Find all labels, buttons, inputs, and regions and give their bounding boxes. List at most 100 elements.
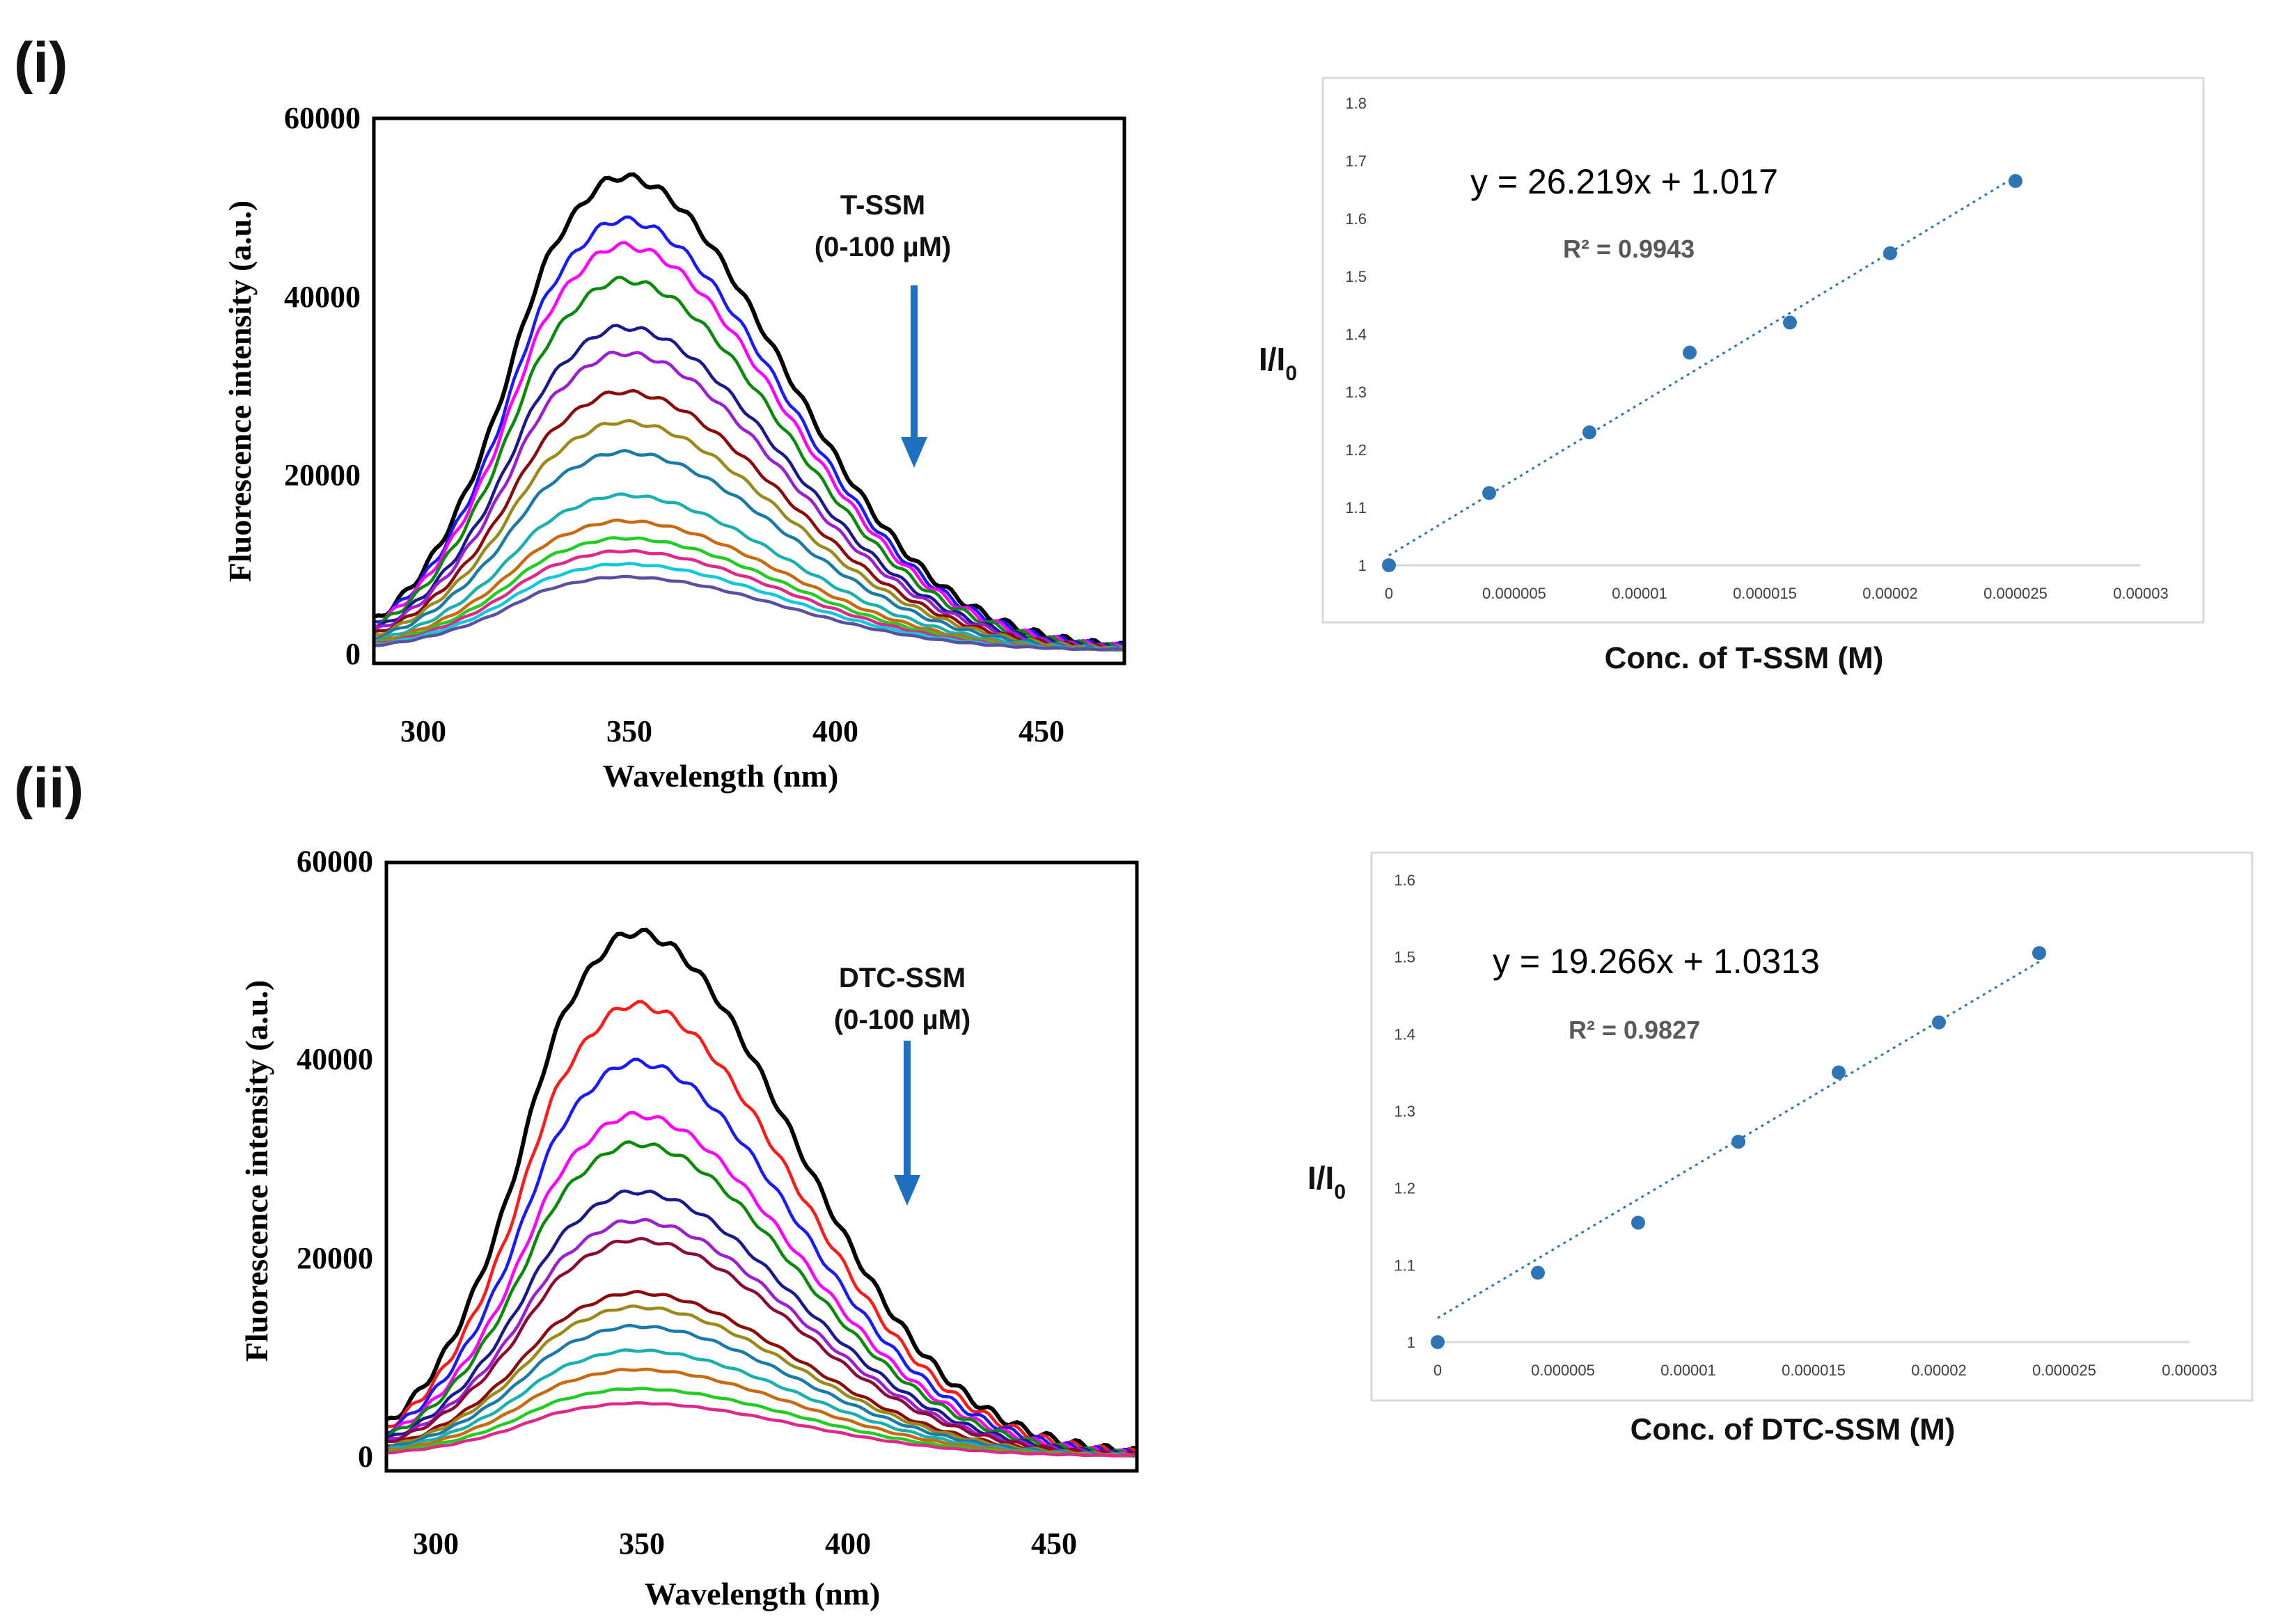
x-tick-label: 0.000025 (1983, 585, 2048, 602)
sv-1-x-axis-title: Conc. of T-SSM (M) (1605, 641, 1884, 675)
x-tick-label: 0.00003 (2113, 585, 2169, 602)
data-point (1431, 1335, 1445, 1349)
stern-volmer-chart-1: 1 1.1 1.2 1.3 1.4 1.5 1.6 1.7 1.8 0 0.000005 0.000… (1259, 77, 2205, 675)
x-tick-label: 0.00001 (1612, 585, 1667, 602)
panel-label-i: (i) (14, 31, 68, 95)
x-tick-label: 0 (1385, 585, 1393, 602)
sv-1-y-ticks: 1 1.1 1.2 1.3 1.4 1.5 1.6 1.7 1.8 (1345, 95, 1367, 574)
y-tick-label: 1.1 (1345, 499, 1367, 517)
spectrum-series-10 (386, 1304, 1138, 1458)
spectrum-2-curves (385, 927, 1138, 1458)
y-tick-label: 1.6 (1394, 872, 1415, 889)
y-tick-label: 1.5 (1394, 949, 1415, 966)
x-tick-label: 0.000015 (1733, 585, 1797, 602)
x-tick-label: 0.000005 (1482, 585, 1546, 602)
x-tick-label: 450 (1019, 714, 1064, 748)
panel-label-ii: (ii) (14, 757, 84, 820)
data-point (1783, 315, 1797, 330)
y-tick-label: 0 (345, 637, 361, 671)
sv-2-chart-border (1370, 851, 2254, 1402)
sv-2-y-axis-title-main: I/I (1307, 1160, 1334, 1196)
y-tick-label: 1.6 (1345, 210, 1367, 228)
y-tick-label: 1.4 (1345, 326, 1367, 343)
sv-2-x-ticks: 0 0.000005 0.00001 0.000015 0.00002 0.000025 0… (1433, 1362, 2217, 1379)
spectrum-2-x-axis-title: Wavelength (nm) (645, 1576, 881, 1611)
spectrum-series-15 (386, 1401, 1138, 1458)
sv-1-r-squared: R² = 0.9943 (1563, 235, 1695, 263)
spectrum-1-x-axis-title: Wavelength (nm) (603, 758, 839, 794)
y-tick-label: 1.2 (1345, 441, 1367, 459)
spectrum-series-15 (373, 574, 1125, 652)
spectrum-series-3 (386, 1057, 1138, 1458)
x-tick-label: 400 (825, 1527, 871, 1561)
spectrum-2-annotation-range: (0-100 µM) (834, 1004, 971, 1035)
data-point (1683, 345, 1697, 360)
spectrum-series-5 (385, 1140, 1138, 1458)
data-point (1631, 1215, 1645, 1230)
spectrum-2-plot-frame (384, 860, 1139, 1473)
y-tick-label: 1.5 (1345, 268, 1367, 285)
sv-1-equation: y = 26.219x + 1.017 (1470, 162, 1778, 201)
spectrum-series-5 (372, 324, 1125, 652)
spectrum-2-x-ticks: 300 350 400 450 (413, 1527, 1077, 1561)
data-point (1883, 246, 1897, 260)
sv-1-chart-border (1321, 77, 2205, 624)
spectrum-chart-2: 0 20000 40000 60000 300 350 400 450 Wave… (239, 844, 1139, 1611)
data-point (1731, 1135, 1745, 1149)
y-tick-label: 20000 (297, 1241, 373, 1275)
y-tick-label: 1.8 (1345, 95, 1367, 112)
sv-2-equation: y = 19.266x + 1.0313 (1493, 942, 1820, 981)
spectrum-series-9 (374, 449, 1125, 652)
spectrum-series-3 (373, 241, 1126, 652)
data-point (1531, 1266, 1545, 1280)
sv-1-y-axis-title: I/I0 (1259, 341, 1297, 385)
data-point (1482, 486, 1496, 500)
spectrum-1-annotation-range: (0-100 µM) (815, 232, 951, 262)
spectrum-series-4 (385, 1110, 1138, 1458)
sv-2-x-axis-title: Conc. of DTC-SSM (M) (1630, 1412, 1956, 1446)
sv-2-y-ticks: 1 1.1 1.2 1.3 1.4 1.5 1.6 (1394, 872, 1415, 1351)
sv-2-points (1431, 946, 2046, 1349)
spectrum-2-down-arrow (894, 1041, 920, 1206)
data-point (2032, 946, 2046, 961)
spectrum-series-10 (373, 492, 1125, 652)
y-tick-label: 1.3 (1394, 1103, 1415, 1120)
y-tick-label: 40000 (297, 1042, 373, 1076)
spectrum-series-1 (386, 927, 1138, 1458)
data-point (1382, 558, 1396, 572)
sv-1-x-ticks: 0 0.000005 0.00001 0.000015 0.00002 0.000025 0… (1385, 585, 2169, 602)
y-tick-label: 0 (358, 1440, 373, 1474)
sv-2-r-squared: R² = 0.9827 (1569, 1016, 1700, 1044)
data-point (1582, 425, 1596, 440)
data-point (2009, 174, 2022, 189)
x-tick-label: 0.000005 (1531, 1362, 1595, 1379)
x-tick-label: 0.00003 (2162, 1362, 2217, 1379)
x-tick-label: 0.00002 (1911, 1362, 1967, 1379)
spectrum-1-y-ticks: 0 20000 40000 60000 (284, 101, 361, 671)
spectrum-series-8 (386, 1236, 1138, 1458)
x-tick-label: 450 (1031, 1527, 1077, 1561)
sv-2-y-axis-title-sub: 0 (1334, 1181, 1346, 1204)
spectrum-series-4 (372, 276, 1125, 652)
spectrum-1-x-ticks: 300 350 400 450 (400, 714, 1064, 748)
spectrum-2-y-axis-title: Fluorescence intensity (a.u.) (239, 980, 274, 1362)
x-tick-label: 0.000025 (2032, 1362, 2096, 1379)
x-tick-label: 0.00001 (1660, 1362, 1716, 1379)
y-tick-label: 60000 (297, 844, 373, 878)
x-tick-label: 0 (1433, 1362, 1442, 1379)
y-tick-label: 1.4 (1394, 1025, 1415, 1043)
spectrum-1-annotation-compound: T-SSM (840, 190, 925, 221)
y-tick-label: 1.7 (1345, 152, 1367, 170)
x-tick-label: 350 (619, 1527, 665, 1561)
spectrum-2-y-ticks: 0 20000 40000 60000 (297, 844, 373, 1474)
x-tick-label: 350 (606, 714, 652, 748)
x-tick-label: 0.000015 (1782, 1362, 1846, 1379)
sv-1-y-axis-title-main: I/I (1259, 341, 1285, 377)
x-tick-label: 0.00002 (1862, 585, 1918, 602)
y-tick-label: 1.3 (1345, 384, 1367, 401)
x-tick-label: 300 (400, 714, 446, 748)
spectrum-chart-1: 0 20000 40000 60000 300 350 400 450 Wave… (222, 101, 1126, 794)
spectrum-1-curves (372, 172, 1126, 652)
x-tick-label: 400 (812, 714, 858, 748)
